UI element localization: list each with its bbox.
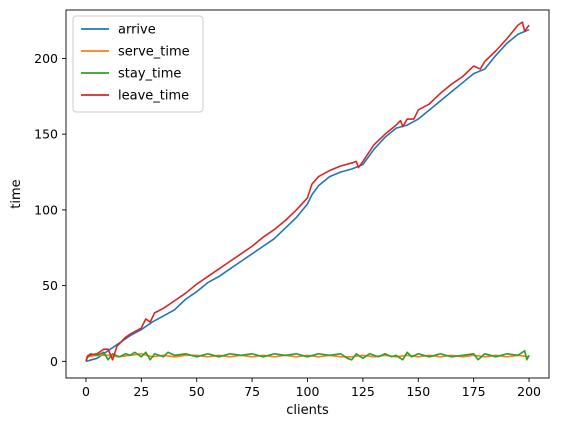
y-tick-label: 50 [42, 278, 58, 293]
series-line-stay-time [85, 349, 530, 361]
x-tick-label: 200 [517, 384, 541, 399]
series-group [85, 21, 530, 363]
y-tick-label: 100 [34, 202, 58, 217]
y-tick-label: 150 [34, 127, 58, 142]
y-axis-ticks: 0 50 100 150 200 [34, 51, 66, 369]
x-axis-label: clients [286, 403, 329, 418]
x-tick-label: 175 [462, 384, 486, 399]
x-tick-label: 100 [296, 384, 320, 399]
x-tick-label: 25 [133, 384, 149, 399]
legend-label-serve-time: serve_time [118, 45, 190, 60]
series-line-leave-time [85, 21, 530, 362]
legend: arrive serve_time stay_time leave_time [72, 15, 204, 113]
legend-label-leave-time: leave_time [118, 89, 189, 104]
legend-box [72, 15, 204, 113]
y-tick-label: 0 [50, 354, 58, 369]
series-line-arrive [85, 28, 530, 363]
x-tick-label: 50 [189, 384, 205, 399]
x-tick-label: 0 [82, 384, 90, 399]
x-tick-label: 75 [244, 384, 260, 399]
x-tick-label: 125 [351, 384, 375, 399]
x-tick-label: 150 [406, 384, 430, 399]
legend-label-stay-time: stay_time [118, 67, 181, 82]
x-axis-ticks: 0 25 50 75 100 125 150 175 200 [82, 378, 541, 399]
y-axis-label: time [9, 179, 24, 208]
legend-label-arrive: arrive [118, 23, 156, 38]
y-tick-label: 200 [34, 51, 58, 66]
